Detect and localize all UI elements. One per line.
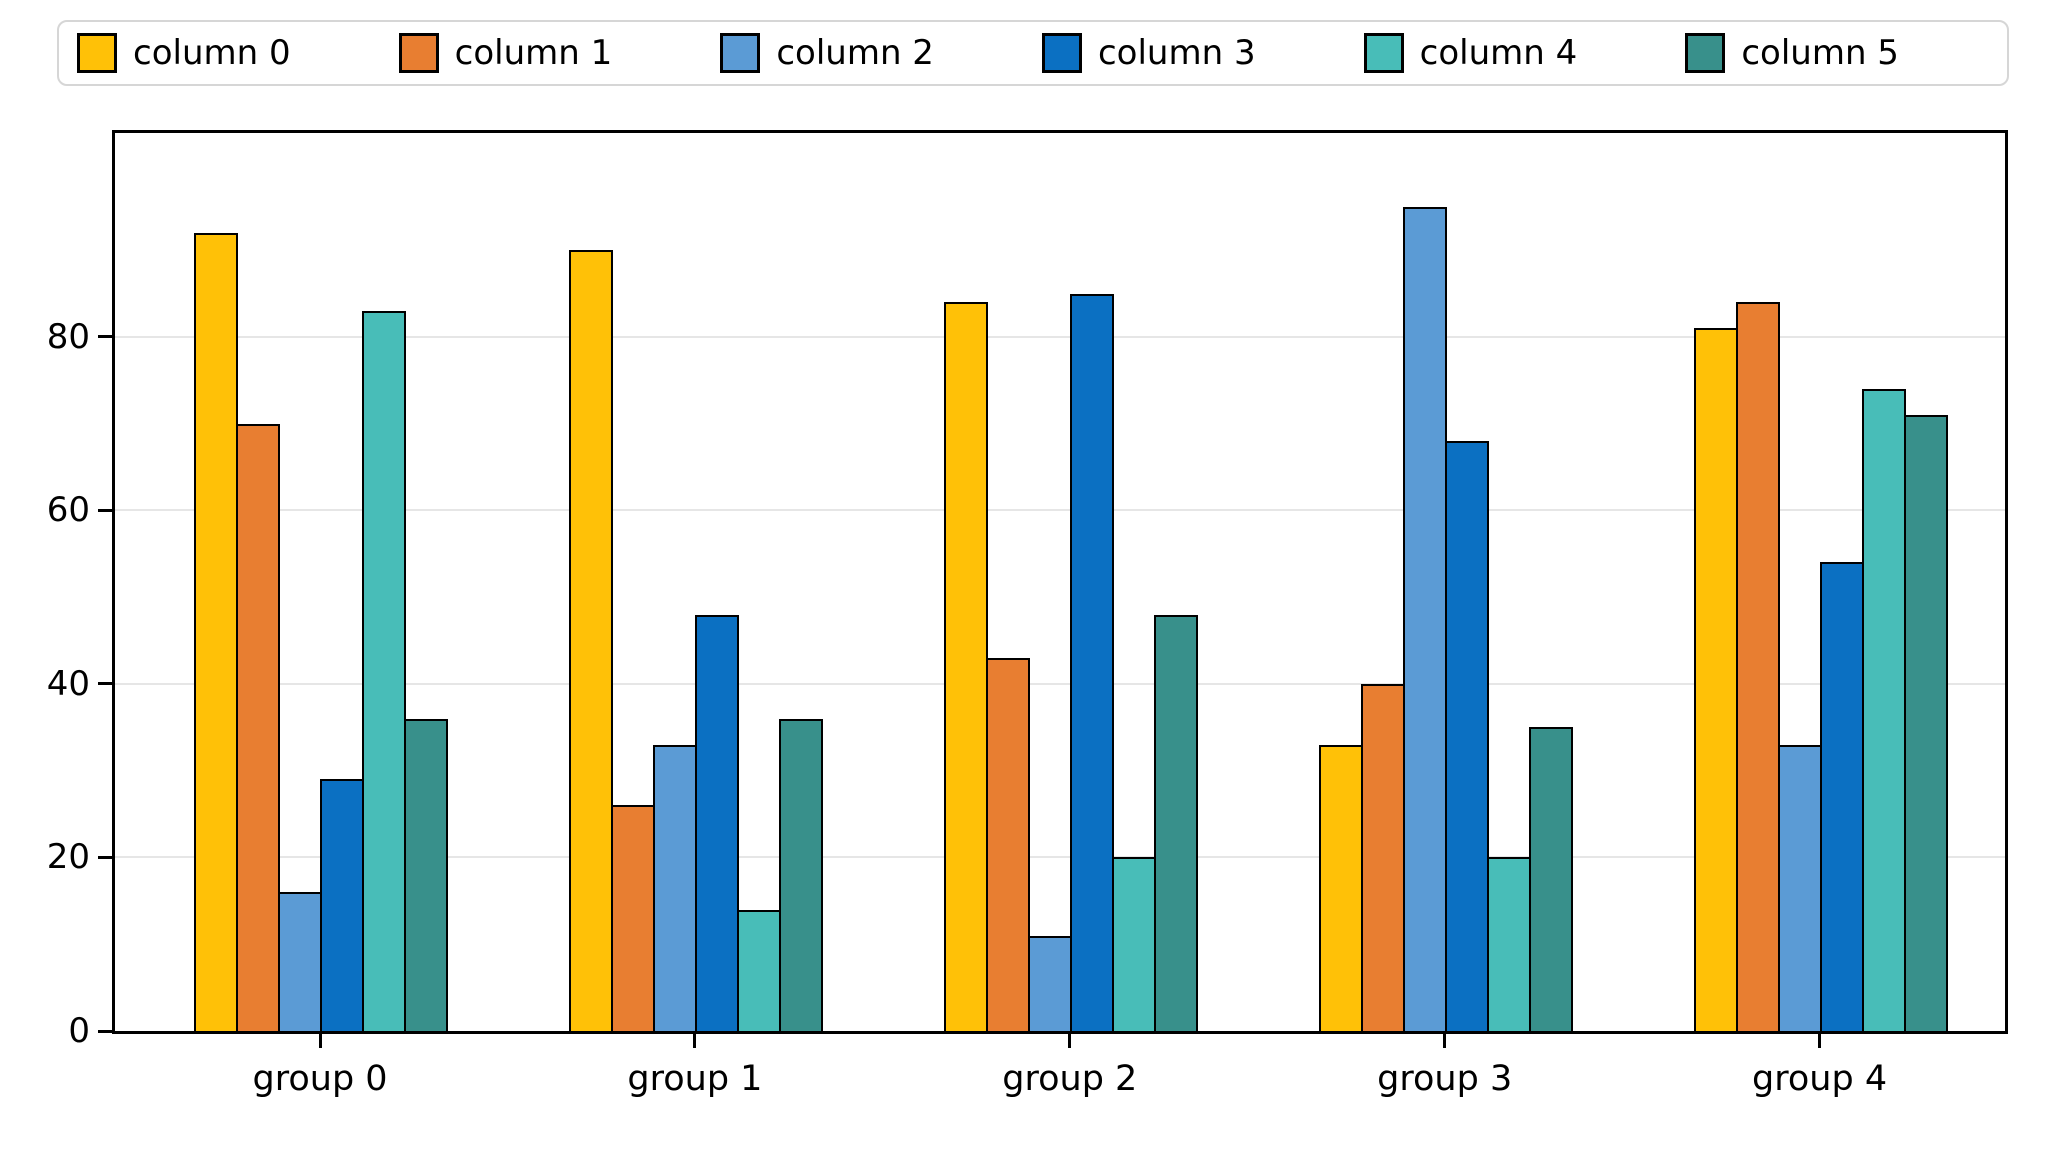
legend-swatch-icon — [720, 33, 761, 73]
bar-group4-series1 — [1736, 302, 1780, 1031]
bar-group1-series5 — [779, 719, 823, 1031]
bar-group4-series3 — [1820, 562, 1864, 1031]
legend-item-1: column 1 — [398, 33, 721, 73]
plot-area — [112, 130, 2008, 1034]
bar-group2-series0 — [944, 302, 988, 1031]
bar-group3-series3 — [1445, 441, 1489, 1031]
x-tick-mark-0 — [318, 1034, 322, 1048]
bar-group0-series5 — [404, 719, 448, 1031]
y-tick-mark-0 — [98, 1029, 112, 1033]
x-tick-label-3: group 3 — [1377, 1059, 1513, 1099]
x-tick-mark-1 — [693, 1034, 697, 1048]
bar-group2-series2 — [1028, 936, 1072, 1031]
bar-group1-series0 — [569, 250, 613, 1031]
bar-group0-series1 — [236, 424, 280, 1031]
bar-group0-series0 — [194, 233, 238, 1031]
y-tick-mark-40 — [98, 682, 112, 686]
gridline-y-20 — [115, 856, 2005, 859]
legend-label: column 1 — [454, 33, 613, 73]
x-tick-label-1: group 1 — [627, 1059, 763, 1099]
bar-group4-series4 — [1862, 389, 1906, 1031]
bar-group3-series2 — [1403, 207, 1447, 1031]
legend-item-0: column 0 — [77, 33, 399, 73]
legend-label: column 3 — [1097, 33, 1256, 73]
y-tick-label-0: 0 — [68, 1011, 90, 1051]
x-tick-label-2: group 2 — [1002, 1059, 1138, 1099]
x-tick-label-4: group 4 — [1752, 1059, 1888, 1099]
bar-group2-series4 — [1112, 857, 1156, 1031]
legend: column 0 column 1 column 2 column 3 column 4… — [57, 20, 2009, 86]
bar-group3-series4 — [1487, 857, 1531, 1031]
legend-swatch-icon — [398, 33, 439, 73]
gridline-y-40 — [115, 682, 2005, 685]
y-tick-label-40: 40 — [46, 663, 90, 704]
bar-group3-series1 — [1361, 684, 1405, 1031]
bar-group3-series0 — [1319, 745, 1363, 1031]
legend-label: column 4 — [1419, 33, 1578, 73]
legend-item-3: column 3 — [1041, 33, 1364, 73]
legend-swatch-icon — [1041, 33, 1082, 73]
legend-item-2: column 2 — [720, 33, 1042, 73]
y-tick-mark-80 — [98, 335, 112, 339]
y-tick-label-80: 80 — [46, 316, 90, 357]
legend-swatch-icon — [1685, 33, 1726, 73]
y-tick-mark-60 — [98, 508, 112, 512]
gridline-y-80 — [115, 335, 2005, 338]
bar-group1-series3 — [695, 615, 739, 1031]
legend-swatch-icon — [77, 33, 117, 73]
x-tick-mark-4 — [1818, 1034, 1822, 1048]
y-tick-label-60: 60 — [46, 490, 90, 531]
bar-group1-series2 — [653, 745, 697, 1031]
y-tick-mark-20 — [98, 855, 112, 859]
bar-group0-series3 — [320, 779, 364, 1031]
bar-group1-series1 — [611, 805, 655, 1031]
legend-label: column 2 — [776, 33, 934, 73]
legend-label: column 0 — [133, 33, 291, 73]
legend-swatch-icon — [1363, 33, 1404, 73]
legend-item-5: column 5 — [1685, 33, 2007, 73]
y-tick-label-20: 20 — [46, 837, 90, 878]
bar-group4-series5 — [1904, 415, 1948, 1031]
bar-group4-series0 — [1694, 328, 1738, 1031]
legend-label: column 5 — [1741, 33, 1899, 73]
x-tick-label-0: group 0 — [252, 1059, 388, 1099]
bar-group2-series1 — [986, 658, 1030, 1031]
x-tick-mark-3 — [1443, 1034, 1447, 1048]
bar-group0-series4 — [362, 311, 406, 1031]
legend-item-4: column 4 — [1363, 33, 1686, 73]
bar-group0-series2 — [278, 892, 322, 1031]
bar-group1-series4 — [737, 910, 781, 1031]
bar-group2-series5 — [1154, 615, 1198, 1031]
x-tick-mark-2 — [1068, 1034, 1072, 1048]
gridline-y-60 — [115, 509, 2005, 512]
bar-group2-series3 — [1070, 294, 1114, 1031]
bar-group4-series2 — [1778, 745, 1822, 1031]
bar-group3-series5 — [1529, 727, 1573, 1031]
